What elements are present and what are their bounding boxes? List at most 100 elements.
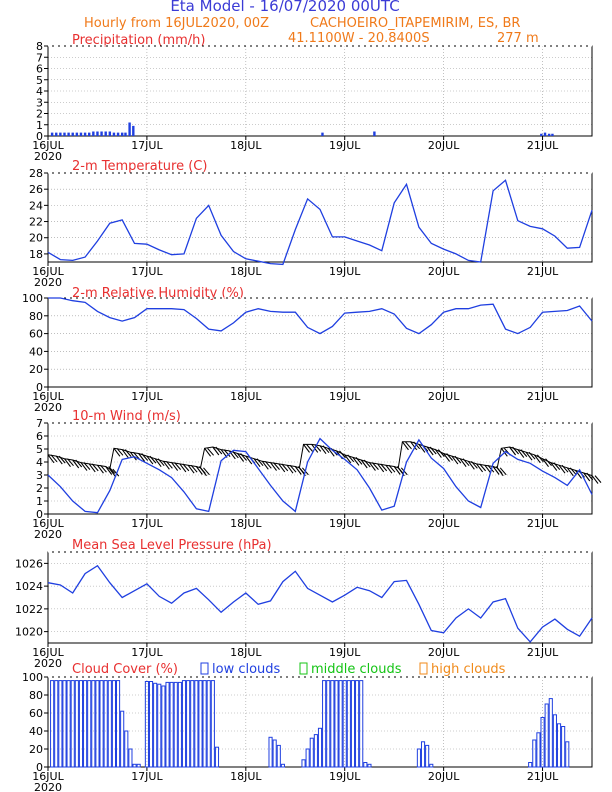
precipitation-xtick-label: 20JUL bbox=[428, 139, 460, 152]
temperature-ytick-label: 18 bbox=[29, 248, 43, 261]
cloud-bar bbox=[429, 763, 434, 768]
temperature-year-label: 2020 bbox=[34, 276, 62, 289]
wind-barb bbox=[377, 463, 385, 473]
cloud-bar bbox=[70, 680, 75, 768]
pressure-ytick-label: 1024 bbox=[15, 580, 43, 593]
cloud-bar bbox=[173, 681, 178, 768]
cloud-bar bbox=[165, 681, 170, 768]
humidity-ytick-label: 20 bbox=[29, 363, 43, 376]
precip-bar bbox=[132, 125, 135, 136]
cloud-xtick-label: 20JUL bbox=[428, 770, 460, 783]
humidity-ytick-label: 80 bbox=[29, 310, 43, 323]
wind-barb bbox=[451, 455, 459, 465]
precip-bar bbox=[96, 131, 99, 136]
wind-barb bbox=[509, 446, 517, 456]
humidity-ytick-label: 100 bbox=[22, 292, 43, 305]
cloud-bar bbox=[181, 680, 187, 768]
humidity-ytick-label: 0 bbox=[36, 381, 43, 394]
wind-barb-hatch bbox=[50, 454, 58, 463]
wind-ytick-label: 1 bbox=[36, 495, 43, 508]
temperature-xtick-label: 17JUL bbox=[131, 265, 163, 278]
precipitation-ytick-label: 5 bbox=[36, 74, 43, 87]
temperature-xtick-label: 16JUL bbox=[32, 265, 64, 278]
cloud-bar bbox=[202, 680, 207, 768]
wind-xtick-label: 19JUL bbox=[329, 517, 361, 530]
wind-barb bbox=[558, 464, 566, 474]
cloud-bar bbox=[425, 744, 430, 768]
precipitation-year-label: 2020 bbox=[34, 150, 62, 163]
precip-bar bbox=[75, 132, 79, 136]
precipitation-xtick-label: 19JUL bbox=[329, 139, 361, 152]
wind-barb bbox=[426, 446, 434, 456]
cloud-bar bbox=[161, 685, 166, 768]
humidity-ytick-label: 40 bbox=[29, 345, 43, 358]
wind-ytick-label: 6 bbox=[36, 430, 43, 443]
pressure-panel: Mean Sea Level Pressure (hPa) 1020 1022 10… bbox=[15, 538, 593, 670]
pressure-title: Mean Sea Level Pressure (hPa) bbox=[72, 538, 272, 553]
cloud-bar bbox=[99, 680, 104, 768]
precip-bar bbox=[88, 132, 91, 136]
wind-barb bbox=[154, 458, 162, 468]
cloud-bar bbox=[276, 744, 281, 768]
wind-barb-hatch bbox=[133, 451, 140, 460]
precip-bar bbox=[120, 132, 124, 136]
wind-barb bbox=[575, 470, 582, 479]
high-clouds-swatch bbox=[419, 662, 428, 675]
middle-clouds-swatch bbox=[299, 662, 308, 675]
cloud-bar bbox=[313, 734, 318, 768]
cloud-bar bbox=[556, 723, 562, 768]
precipitation-title: Precipitation (mm/h) bbox=[72, 33, 205, 48]
wind-barb-hatch bbox=[281, 463, 289, 472]
temperature-ytick-label: 28 bbox=[29, 167, 43, 180]
humidity-year-label: 2020 bbox=[34, 401, 62, 414]
wind-barb bbox=[237, 453, 245, 462]
wind-ytick-label: 2 bbox=[36, 482, 43, 495]
wind-barb-hatch bbox=[536, 454, 544, 463]
cloud-bar bbox=[359, 680, 364, 768]
wind-barb-hatch bbox=[223, 449, 231, 457]
wind-ytick-label: 4 bbox=[36, 456, 43, 469]
precip-bar bbox=[128, 122, 131, 136]
precip-bar bbox=[373, 131, 376, 136]
wind-barb bbox=[109, 468, 117, 478]
wind-barb-hatch bbox=[437, 449, 445, 457]
humidity-xtick-label: 19JUL bbox=[329, 390, 361, 403]
wind-barb bbox=[294, 466, 302, 475]
precipitation-ytick-label: 7 bbox=[36, 51, 43, 64]
cloud-bar bbox=[206, 680, 211, 768]
wind-ytick-label: 3 bbox=[36, 469, 43, 482]
wind-barb-hatch bbox=[116, 447, 124, 456]
wind-ytick-label: 7 bbox=[36, 417, 43, 430]
wind-barb bbox=[129, 451, 137, 461]
cloud-panel: Cloud Cover (%) low clouds middle clouds… bbox=[22, 662, 593, 792]
pressure-xtick-label: 21JUL bbox=[527, 646, 559, 659]
pressure-series-line bbox=[47, 564, 593, 643]
wind-barb-hatch bbox=[264, 460, 272, 469]
temperature-ytick-label: 24 bbox=[29, 199, 43, 212]
precip-bar bbox=[55, 132, 58, 136]
cloud-bar bbox=[301, 759, 306, 768]
precip-bar bbox=[543, 132, 547, 136]
wind-barb-hatch bbox=[388, 464, 396, 473]
wind-barb bbox=[476, 463, 484, 473]
precip-bar bbox=[59, 132, 62, 136]
wind-barb-hatch bbox=[83, 462, 91, 470]
cloud-bar bbox=[190, 680, 195, 768]
cloud-bar bbox=[528, 762, 533, 768]
cloud-bar bbox=[124, 730, 129, 768]
pressure-year-label: 2020 bbox=[34, 657, 62, 670]
wind-barb-hatch bbox=[594, 475, 602, 483]
precipitation-xtick-label: 21JUL bbox=[527, 139, 559, 152]
cloud-frame bbox=[47, 676, 593, 768]
cloud-bar bbox=[363, 762, 368, 768]
pressure-ytick-label: 1026 bbox=[15, 557, 43, 570]
humidity-xtick-label: 21JUL bbox=[527, 390, 559, 403]
cloud-bar bbox=[169, 681, 174, 768]
temperature-title: 2-m Temperature (C) bbox=[72, 159, 207, 174]
wind-barb-hatch bbox=[479, 463, 487, 472]
wind-barb bbox=[496, 467, 504, 477]
cloud-bar bbox=[128, 748, 133, 768]
pressure-xtick-label: 18JUL bbox=[230, 646, 262, 659]
